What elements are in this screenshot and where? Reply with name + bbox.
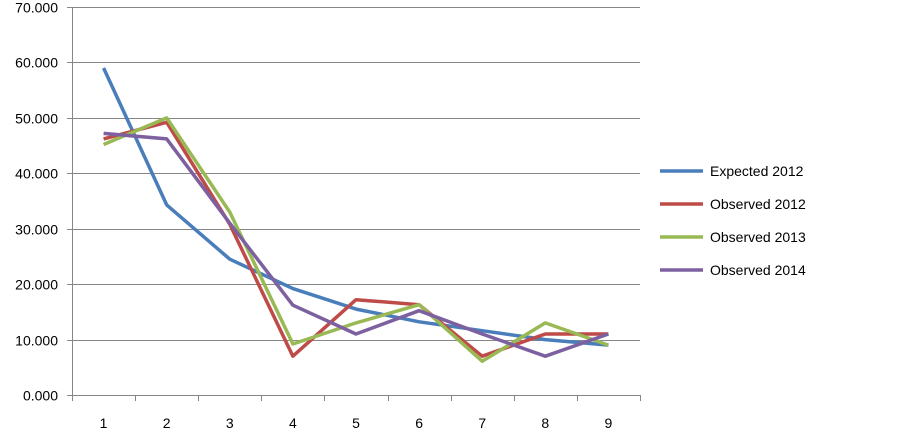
legend-label: Observed 2012	[710, 196, 806, 212]
x-axis-tick-labels: 1 2 3 4 5 6 7 8 9	[100, 415, 613, 431]
axes	[67, 7, 641, 401]
legend-label: Expected 2012	[710, 163, 804, 179]
y-axis-tick-labels: 0.000 10.000 20.000 30.000 40.000 50.000 60.00…	[15, 0, 58, 404]
gridlines	[72, 7, 640, 341]
x-tick-label: 7	[478, 415, 486, 431]
x-tick-label: 3	[226, 415, 234, 431]
y-tick-label: 0.000	[23, 388, 58, 404]
y-tick-label: 60.000	[15, 55, 58, 71]
legend-label: Observed 2014	[710, 262, 806, 278]
y-tick-label: 10.000	[15, 333, 58, 349]
legend: Expected 2012 Observed 2012 Observed 2013 O…	[660, 163, 806, 278]
series-line	[102, 116, 609, 363]
legend-label: Observed 2013	[710, 229, 806, 245]
x-tick-label: 9	[605, 415, 613, 431]
y-tick-label: 20.000	[15, 277, 58, 293]
x-tick-label: 1	[100, 415, 108, 431]
x-tick-label: 6	[415, 415, 423, 431]
x-tick-label: 5	[352, 415, 360, 431]
y-tick-label: 50.000	[15, 111, 58, 127]
series-line	[102, 67, 609, 347]
y-tick-label: 70.000	[15, 0, 58, 16]
series-lines	[102, 67, 609, 363]
y-tick-label: 30.000	[15, 222, 58, 238]
series-line	[103, 120, 609, 358]
x-tick-label: 4	[289, 415, 297, 431]
x-tick-label: 2	[163, 415, 171, 431]
y-tick-label: 40.000	[15, 166, 58, 182]
series-line	[103, 131, 609, 358]
x-tick-label: 8	[541, 415, 549, 431]
